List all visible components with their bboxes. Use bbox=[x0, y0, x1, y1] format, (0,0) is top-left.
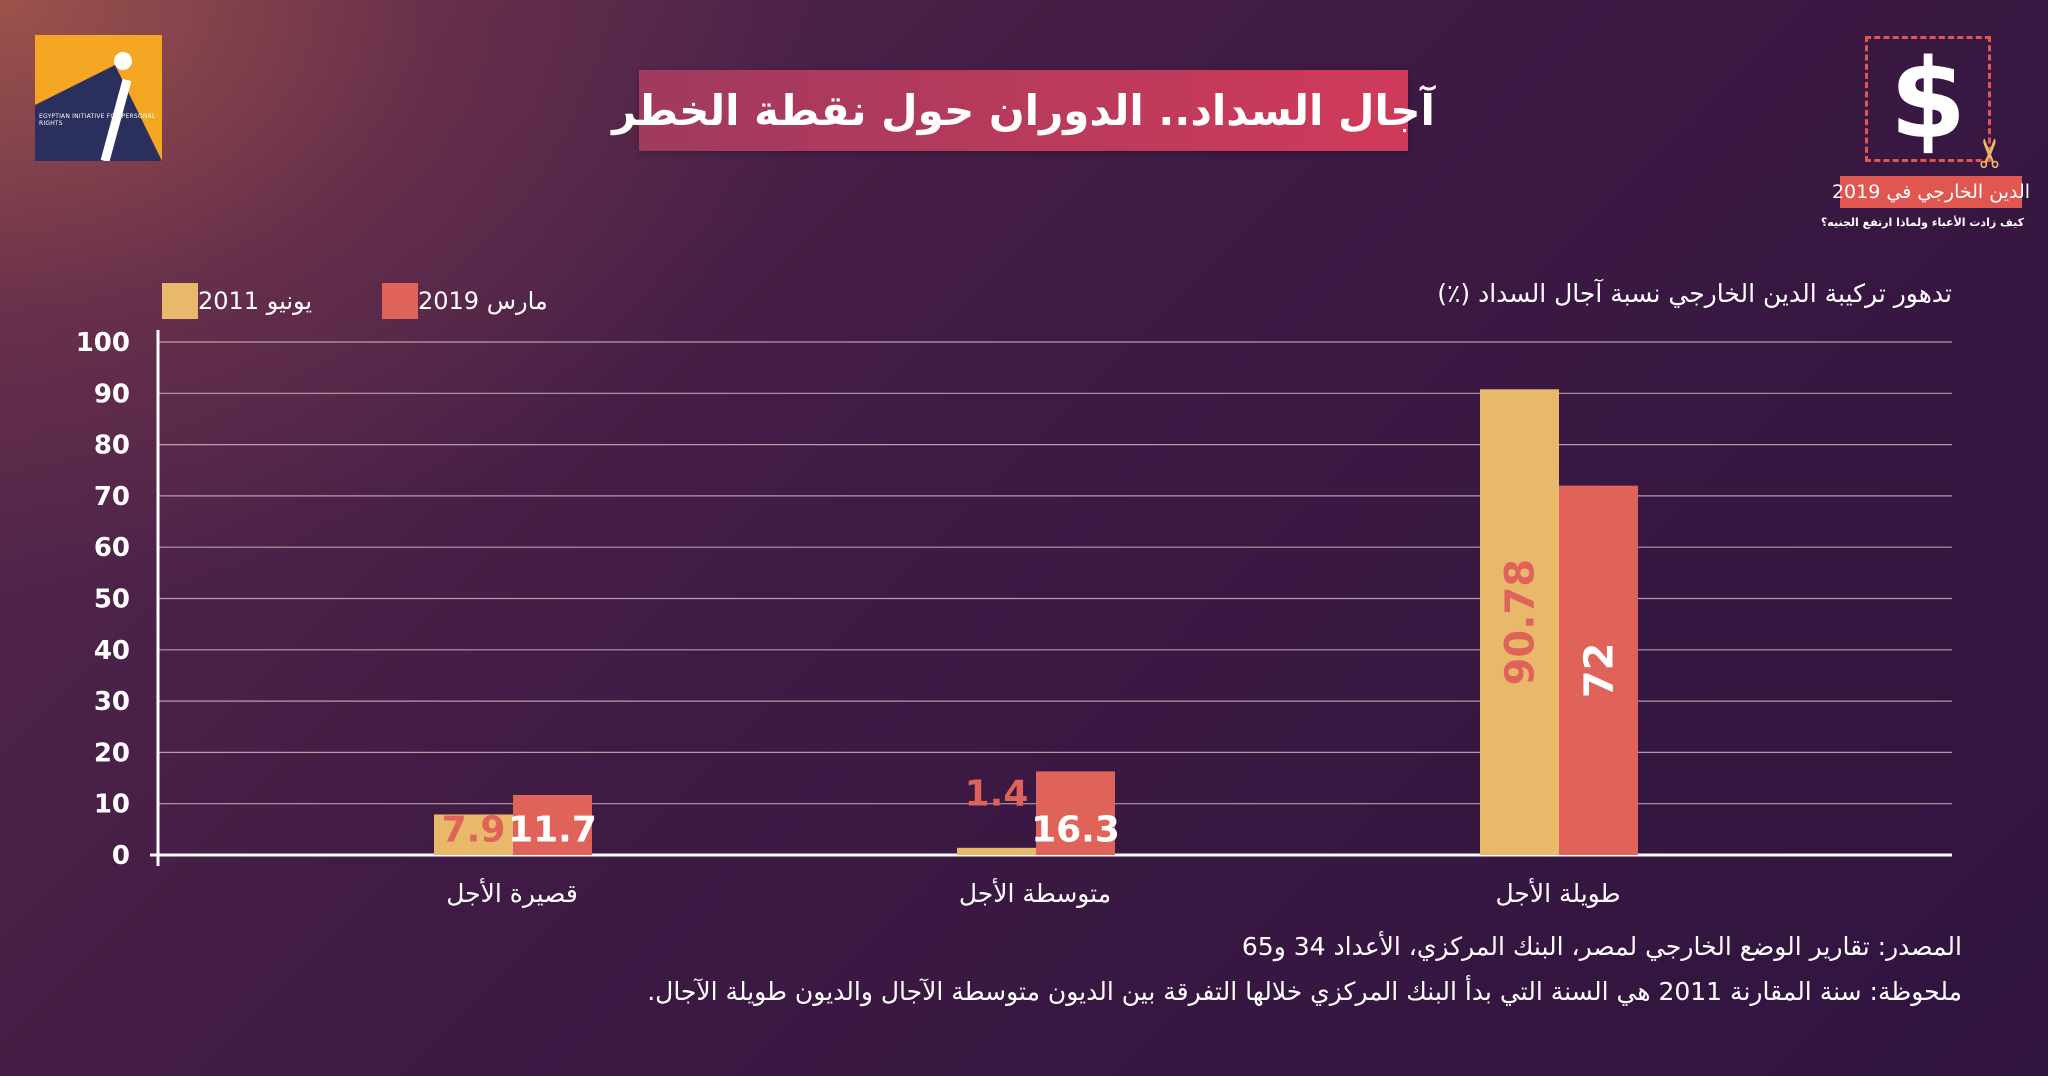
y-tick-label: 0 bbox=[112, 841, 130, 871]
eipr-logo: EGYPTIAN INITIATIVE FOR PERSONAL RIGHTS bbox=[35, 35, 162, 161]
category-label: متوسطة الأجل bbox=[959, 877, 1111, 908]
y-tick-label: 50 bbox=[94, 585, 130, 615]
data-label: 90.78 bbox=[1498, 559, 1544, 686]
y-tick-label: 40 bbox=[94, 636, 130, 666]
title-banner: آجال السداد.. الدوران حول نقطة الخطر bbox=[612, 70, 1435, 151]
bar bbox=[1480, 389, 1559, 855]
legend-label-2019: مارس 2019 bbox=[418, 287, 548, 315]
logo-caption: EGYPTIAN INITIATIVE FOR PERSONAL RIGHTS bbox=[39, 113, 156, 127]
bar bbox=[1036, 771, 1115, 855]
data-label: 72 bbox=[1577, 642, 1623, 698]
data-label: 11.7 bbox=[508, 810, 597, 851]
bar bbox=[513, 794, 592, 855]
data-label: 7.9 bbox=[442, 810, 506, 851]
category-label: قصيرة الأجل bbox=[446, 877, 578, 908]
y-tick-label: 30 bbox=[94, 687, 130, 717]
legend-item-2011: يونيو 2011 bbox=[162, 283, 320, 319]
y-tick-label: 70 bbox=[94, 482, 130, 512]
y-tick-label: 60 bbox=[94, 533, 130, 563]
bar bbox=[957, 847, 1036, 855]
dollar-icon: $ bbox=[1889, 35, 1967, 163]
legend-label-2011: يونيو 2011 bbox=[198, 287, 313, 315]
y-tick-label: 90 bbox=[94, 379, 130, 409]
data-label: 1.4 bbox=[965, 774, 1029, 815]
category-label: طويلة الأجل bbox=[1496, 877, 1621, 908]
page-title: آجال السداد.. الدوران حول نقطة الخطر bbox=[612, 86, 1435, 135]
bar bbox=[434, 814, 513, 855]
chart-title: تدهور تركيبة الدين الخارجي نسبة آجال الس… bbox=[1437, 279, 1952, 308]
y-tick-label: 80 bbox=[94, 431, 130, 461]
campaign-badge: الدين الخارجي في 2019 bbox=[1832, 176, 2030, 208]
bar bbox=[1559, 485, 1638, 855]
dashed-frame bbox=[1865, 36, 1991, 162]
y-tick-label: 20 bbox=[94, 738, 130, 768]
y-tick-label: 10 bbox=[94, 790, 130, 820]
legend-item-2019: مارس 2019 bbox=[382, 283, 556, 319]
comparison-note: ملحوظة: سنة المقارنة 2011 هي السنة التي … bbox=[647, 977, 1962, 1006]
source-note: المصدر: تقارير الوضع الخارجي لمصر، البنك… bbox=[1241, 932, 1962, 961]
legend-swatch-2011 bbox=[162, 283, 198, 319]
campaign-subtitle: كيف زادت الأعباء ولماذا ارتفع الجنيه؟ bbox=[1820, 216, 2024, 229]
campaign-logo: $ ✂ الدين الخارجي في 2019 كيف زادت الأعب… bbox=[1820, 32, 2030, 238]
legend-swatch-2019 bbox=[382, 283, 418, 319]
y-tick-label: 100 bbox=[76, 328, 130, 358]
data-label: 16.3 bbox=[1031, 810, 1120, 851]
